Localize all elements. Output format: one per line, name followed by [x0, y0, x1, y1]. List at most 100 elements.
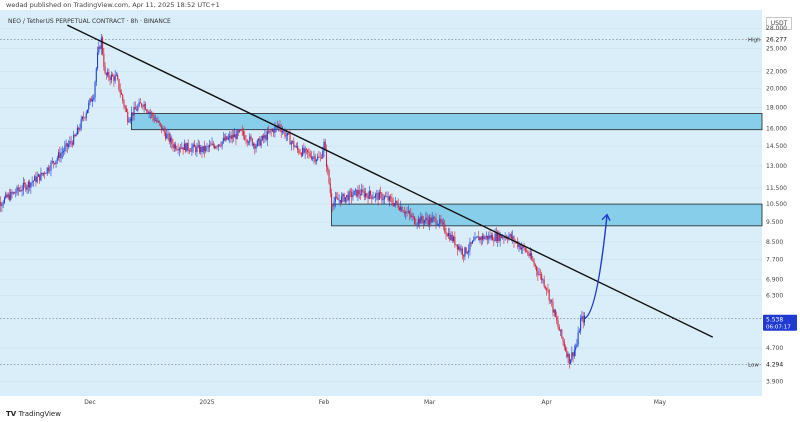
bullish-candle [211, 143, 213, 145]
bullish-candle [312, 157, 314, 160]
bearish-candle [241, 130, 243, 132]
bearish-candle [563, 341, 565, 348]
bearish-candle [371, 195, 373, 199]
bearish-candle [305, 148, 307, 150]
bullish-candle [570, 359, 572, 364]
bearish-candle [327, 166, 329, 171]
bearish-candle [288, 132, 290, 135]
bearish-candle [246, 140, 248, 143]
bullish-candle [479, 236, 481, 241]
bearish-candle [446, 234, 448, 237]
bullish-candle [583, 315, 585, 323]
price-tick-label: 10.500 [766, 201, 787, 208]
bullish-candle [333, 201, 335, 207]
bearish-candle [435, 217, 437, 225]
bearish-candle [250, 136, 252, 139]
bearish-candle [359, 194, 362, 196]
price-tick-label: 28.000 [766, 25, 787, 32]
bullish-candle [205, 146, 207, 152]
bearish-candle [339, 199, 341, 203]
bearish-candle [478, 236, 480, 241]
bearish-candle [451, 234, 453, 242]
bullish-candle [63, 151, 65, 153]
bearish-candle [402, 211, 404, 213]
bearish-candle [0, 202, 2, 206]
bullish-candle [431, 217, 433, 223]
bearish-candle [442, 222, 445, 225]
bearish-candle [397, 203, 399, 208]
bearish-candle [147, 110, 149, 113]
currency-button[interactable]: USDT [766, 17, 792, 30]
bearish-candle [356, 189, 358, 197]
bearish-candle [396, 200, 398, 204]
bearish-candle [168, 133, 170, 142]
bullish-candle [378, 192, 380, 200]
bearish-candle [329, 183, 331, 194]
price-scale[interactable] [762, 10, 800, 396]
bullish-candle [154, 120, 156, 121]
bearish-candle [528, 253, 530, 257]
bearish-candle [113, 76, 115, 81]
bearish-candle [174, 144, 177, 150]
bearish-candle [403, 212, 406, 214]
bearish-candle [330, 193, 333, 206]
bearish-candle [158, 120, 160, 124]
bullish-candle [46, 167, 48, 174]
bearish-candle [543, 279, 545, 287]
bullish-candle [529, 253, 531, 257]
bearish-candle [289, 134, 291, 145]
bullish-candle [283, 130, 285, 132]
bearish-candle [551, 299, 553, 303]
bearish-candle [203, 145, 206, 152]
bullish-candle [473, 240, 475, 242]
bearish-candle [351, 191, 353, 198]
bearish-candle [314, 156, 316, 162]
bullish-candle [264, 134, 266, 139]
high-marker-value: 26.277 [766, 37, 787, 44]
bearish-candle [195, 147, 197, 153]
bullish-candle [32, 180, 34, 182]
bearish-candle [220, 145, 222, 147]
price-tick-label: 25.000 [766, 46, 787, 53]
bullish-candle [186, 142, 188, 152]
bullish-candle [567, 353, 569, 358]
bullish-candle [133, 107, 135, 116]
bearish-candle [415, 223, 417, 225]
bullish-candle [12, 192, 14, 194]
projection-arrow-path [584, 214, 608, 320]
bullish-candle [181, 147, 183, 149]
bullish-candle [512, 236, 514, 239]
bearish-candle [293, 141, 295, 147]
bullish-candle [376, 193, 378, 195]
bullish-candle [290, 141, 292, 145]
bullish-candle [221, 141, 223, 146]
bullish-candle [217, 144, 219, 147]
bullish-candle [21, 190, 23, 192]
bullish-candle [453, 236, 455, 242]
bearish-candle [273, 130, 275, 133]
bullish-candle [252, 143, 255, 146]
time-axis[interactable] [0, 396, 762, 408]
bearish-candle [122, 94, 124, 101]
bearish-candle [534, 264, 536, 267]
bearish-candle [525, 251, 528, 252]
bearish-candle [263, 135, 265, 139]
bearish-candle [127, 111, 129, 123]
bearish-candle [142, 106, 144, 107]
bearish-candle [582, 316, 584, 323]
bullish-candle [173, 144, 175, 148]
chart-plot-area[interactable] [0, 10, 762, 396]
bearish-candle [112, 74, 114, 77]
bearish-candle [39, 174, 41, 181]
bearish-candle [102, 37, 104, 54]
time-tick-label: 2025 [199, 399, 214, 406]
bearish-candle [391, 198, 393, 203]
bullish-candle [236, 130, 238, 140]
bearish-candle [280, 128, 282, 133]
price-tick-label: 14.500 [766, 143, 787, 150]
bullish-candle [338, 199, 340, 201]
bullish-candle [285, 135, 287, 137]
bullish-candle [69, 141, 71, 145]
bullish-candle [89, 98, 91, 103]
bearish-candle [539, 273, 541, 275]
